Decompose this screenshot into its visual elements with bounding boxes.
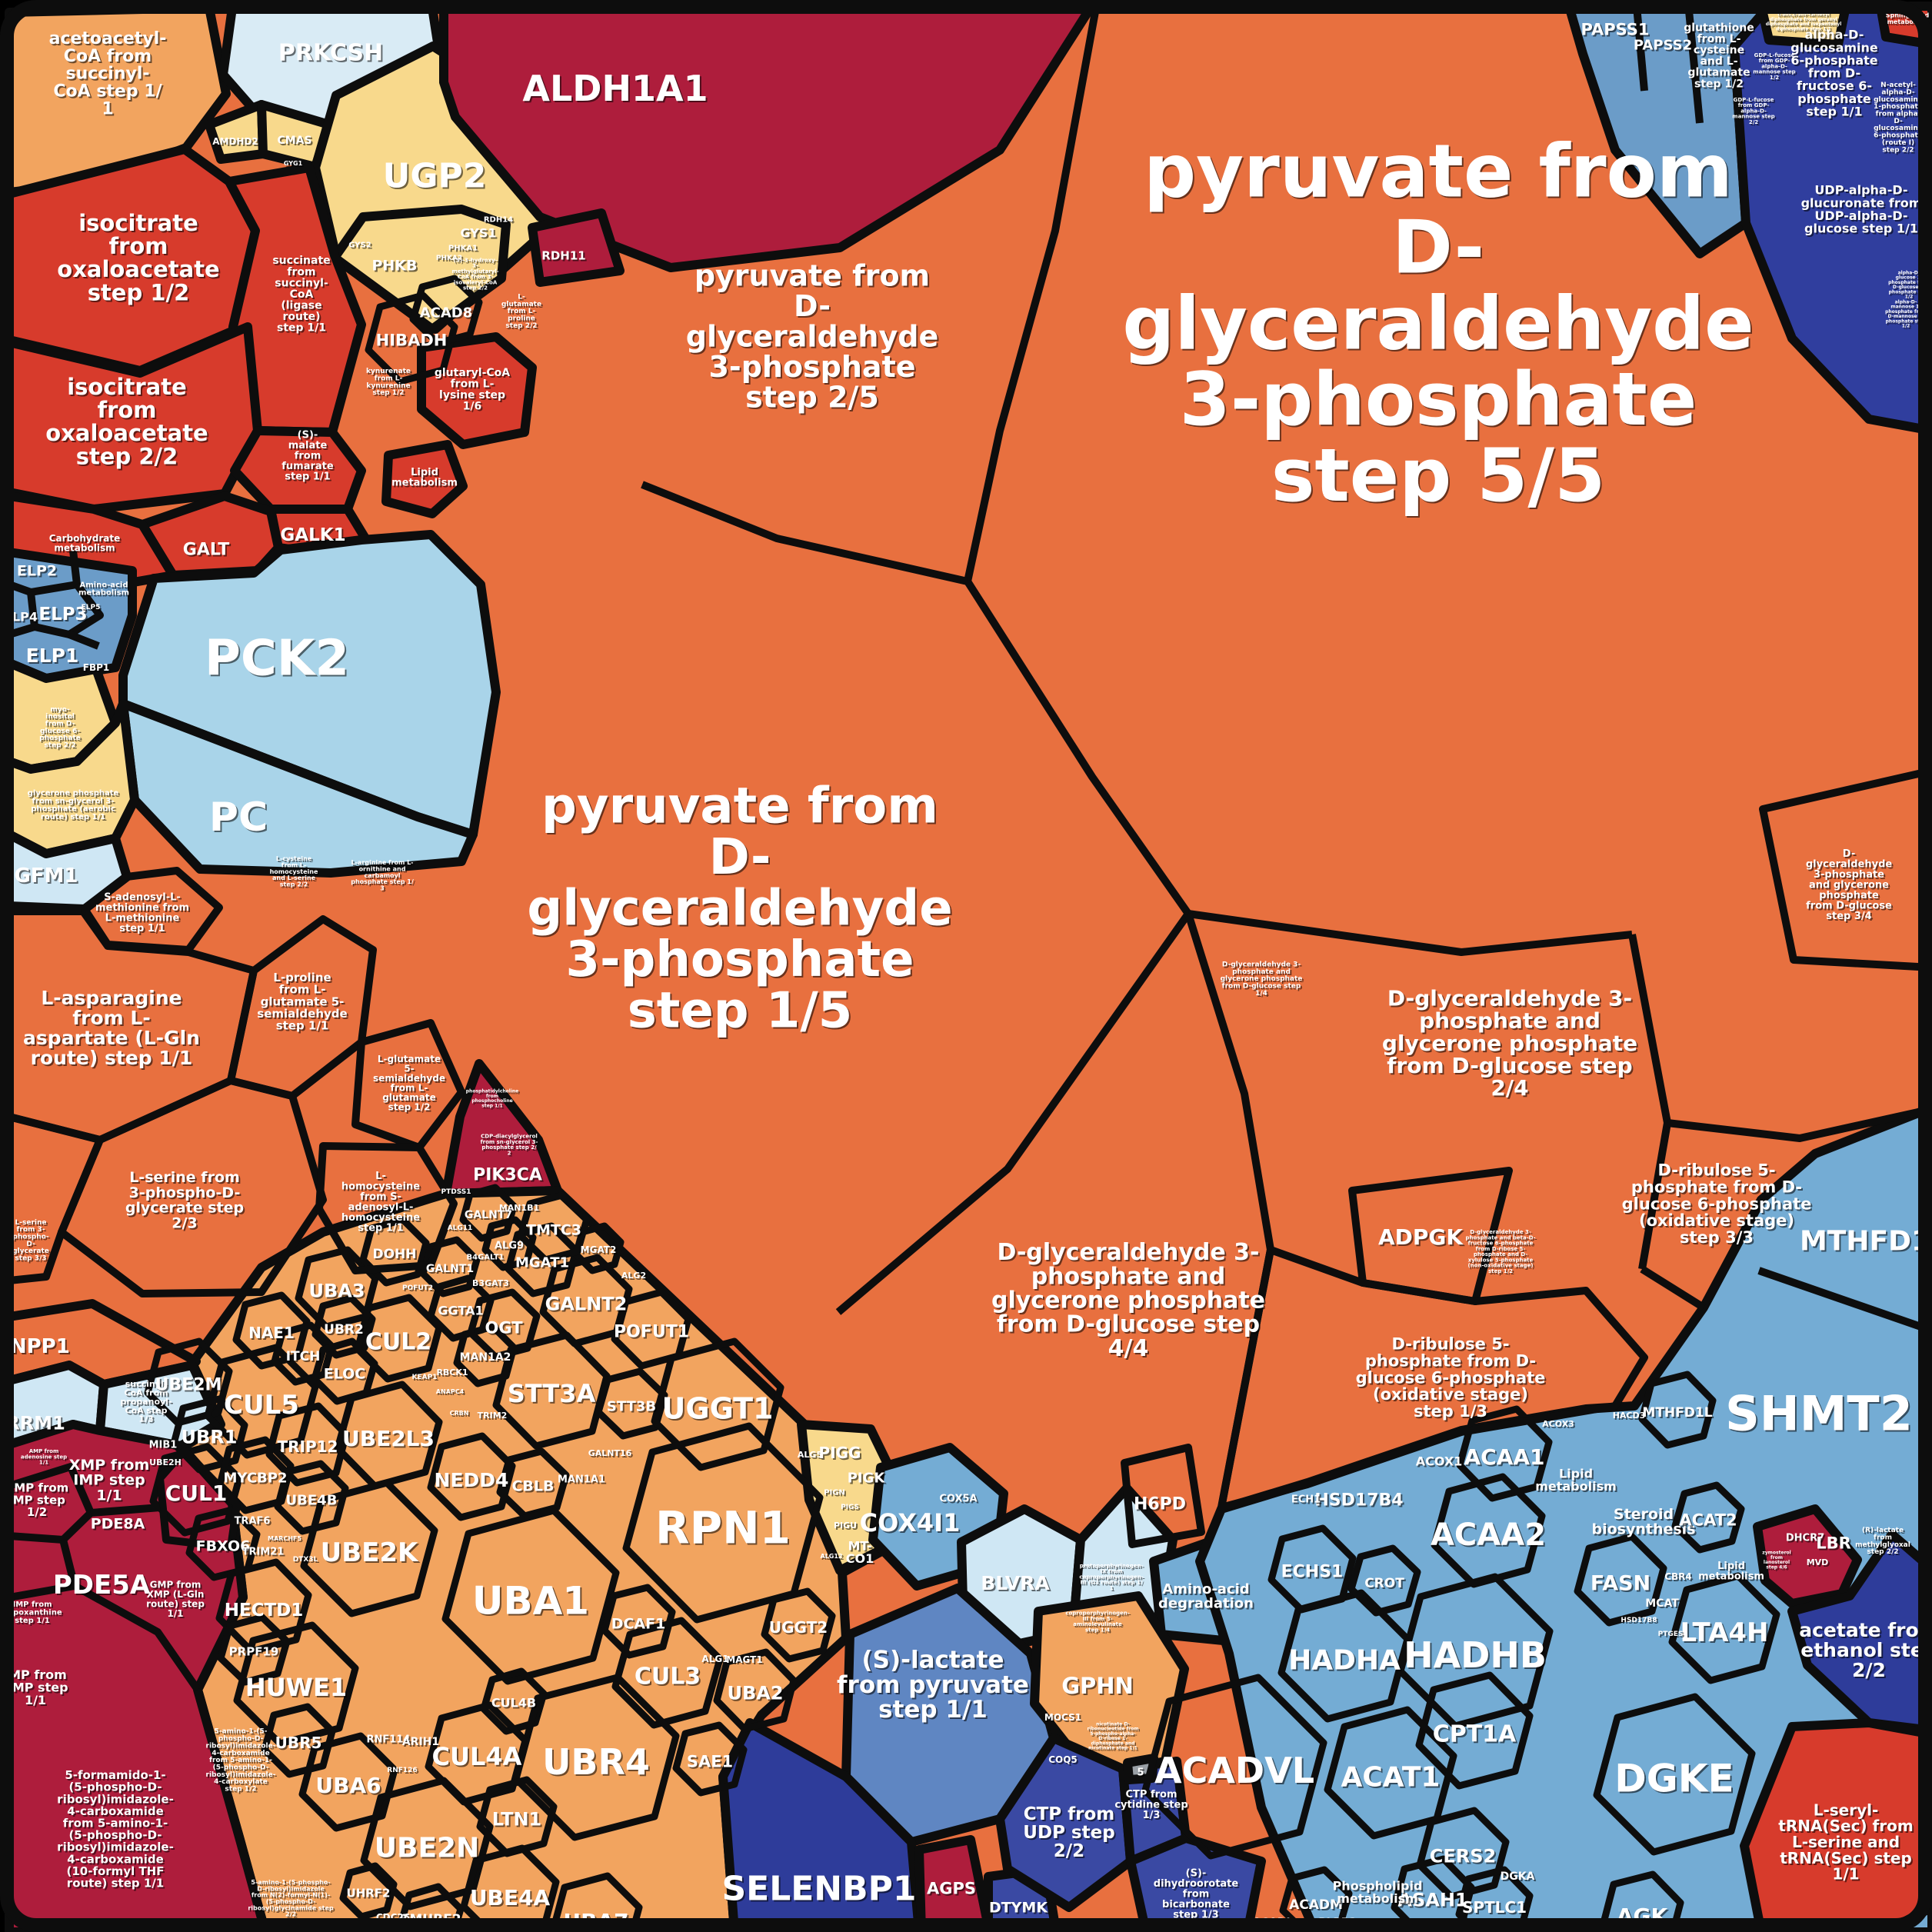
cell-acadvl[interactable]: [1141, 1674, 1327, 1860]
cell-dcaf1[interactable]: [601, 1584, 676, 1659]
cell-purine-block[interactable]: [5, 1420, 270, 1932]
cell-nae1[interactable]: [232, 1291, 311, 1370]
cell-prpf19[interactable]: [217, 1614, 291, 1686]
div-34-cell: [1759, 767, 1932, 971]
cell-huwe1[interactable]: [233, 1621, 359, 1747]
div-33-top: [1667, 1105, 1932, 1142]
cell-s-malate[interactable]: [230, 426, 366, 514]
cell-ubr5[interactable]: [261, 1703, 336, 1778]
cell-rdh11[interactable]: [528, 208, 625, 287]
div-elp-d: [68, 631, 100, 650]
cell-eloc[interactable]: [311, 1337, 378, 1405]
div-h6pd: [1121, 1444, 1205, 1548]
div-33-bot: [1640, 1265, 1706, 1311]
cell-uba6[interactable]: [298, 1732, 398, 1832]
cell-phkb[interactable]: [330, 205, 511, 334]
cell-ltn1[interactable]: [476, 1776, 558, 1857]
div-xmp: [156, 1447, 241, 1551]
cell-hectd1[interactable]: [215, 1558, 312, 1655]
cell-cul1[interactable]: [149, 1443, 243, 1537]
div-lserine23: [58, 1077, 327, 1297]
cell-ggta1[interactable]: [427, 1274, 495, 1342]
cell-elp-block[interactable]: [5, 548, 137, 683]
div-sam: [81, 867, 223, 954]
cell-dohh[interactable]: [359, 1216, 430, 1287]
cell-uggt2[interactable]: [761, 1587, 836, 1663]
cell-trip12[interactable]: [265, 1402, 350, 1487]
div-pde8a: [90, 1504, 161, 1517]
cell-cul3[interactable]: [611, 1617, 724, 1729]
cell-acat2[interactable]: [1671, 1481, 1745, 1554]
cell-uhrf2[interactable]: [339, 1862, 398, 1920]
cell-acetate-ethanol[interactable]: [1787, 1530, 1932, 1735]
div-ribulose13: [1217, 1246, 1648, 1511]
div-pde5a: [72, 1582, 202, 1692]
cell-uba2[interactable]: [713, 1648, 798, 1733]
cell-hadha[interactable]: [1277, 1589, 1411, 1723]
cell-mgat1[interactable]: [505, 1222, 580, 1297]
cell-acaa1[interactable]: [1456, 1405, 1553, 1502]
cell-lipid-metabolism-red[interactable]: [381, 440, 468, 518]
div-papss1: [1633, 5, 1648, 92]
cell-itch[interactable]: [271, 1321, 335, 1386]
cell-acaa2[interactable]: [1431, 1473, 1546, 1588]
cell-acad8[interactable]: [409, 275, 483, 347]
cell-echs1[interactable]: [1267, 1524, 1357, 1614]
cell-ubr1[interactable]: [170, 1395, 248, 1474]
div-lglutamate5: [351, 1019, 465, 1151]
cell-stt3b[interactable]: [595, 1367, 668, 1440]
div-55-left: [964, 7, 1100, 583]
cell-mthfd1l[interactable]: [1638, 1371, 1717, 1449]
cell-ube2k[interactable]: [300, 1479, 438, 1617]
cell-fasn[interactable]: [1574, 1533, 1667, 1627]
div-lhomocysteine: [315, 1142, 458, 1274]
cell-cblb[interactable]: [496, 1447, 570, 1520]
div-15-44: [835, 911, 1192, 1315]
div-15-55: [964, 579, 1192, 916]
cell-galnt1[interactable]: [419, 1236, 481, 1297]
cell-glutaryl-coa[interactable]: [417, 332, 537, 449]
cell-alg9[interactable]: [481, 1216, 537, 1271]
cell-dgke[interactable]: [1593, 1693, 1756, 1856]
cell-lta4h[interactable]: [1668, 1572, 1780, 1684]
cell-uba1[interactable]: [441, 1507, 620, 1685]
cell-ube4b[interactable]: [274, 1460, 349, 1535]
cell-ube2l3[interactable]: [334, 1381, 443, 1490]
div-elp-c: [33, 582, 104, 638]
cell-uggt1[interactable]: [651, 1337, 784, 1471]
cell-aldh1a1[interactable]: [439, 3, 1095, 272]
cell-tmtc3[interactable]: [517, 1191, 591, 1264]
div-55-24: [1188, 910, 1633, 956]
cell-sae1[interactable]: [672, 1721, 748, 1797]
cell-dihydroorotate[interactable]: [1126, 1834, 1266, 1932]
cell-cul2[interactable]: [354, 1294, 443, 1383]
cell-pc[interactable]: [118, 699, 478, 878]
cell-nedd4[interactable]: [427, 1432, 516, 1521]
cell-galnt7[interactable]: [459, 1184, 518, 1242]
div-mthfd1-shmt2: [1757, 1267, 1932, 1334]
cell-stt3a[interactable]: [492, 1331, 611, 1450]
cell-cpt1a[interactable]: [1415, 1671, 1534, 1790]
div-papss2: [1685, 10, 1704, 124]
cell-selenbp1[interactable]: [718, 1718, 924, 1932]
cell-cul4a[interactable]: [425, 1701, 529, 1806]
cell-ube2m[interactable]: [144, 1337, 233, 1427]
cell-crot[interactable]: [1347, 1544, 1421, 1617]
div-25-bottom: [641, 481, 969, 585]
div-elp-a: [8, 550, 81, 596]
